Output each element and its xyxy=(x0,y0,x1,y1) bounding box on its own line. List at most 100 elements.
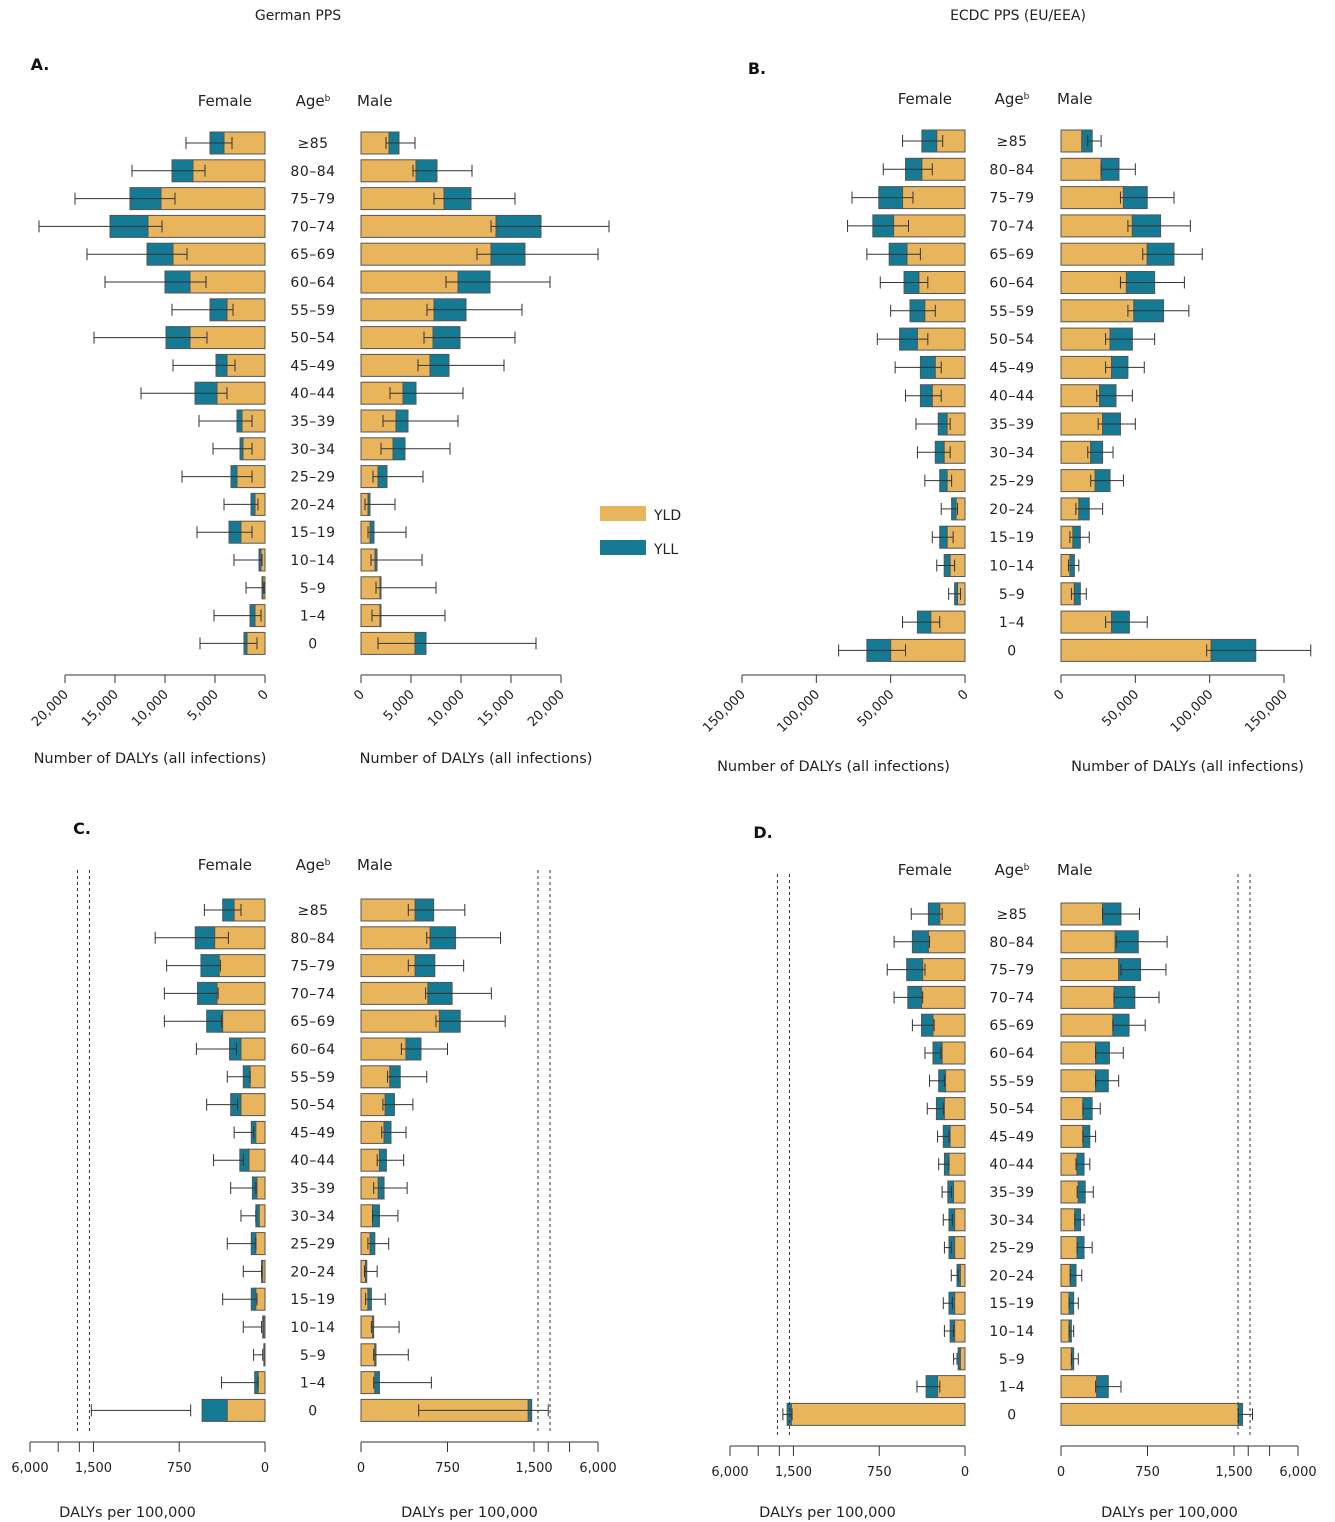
female-yld-bar xyxy=(262,1259,266,1283)
header-german-pps: German PPS xyxy=(255,8,341,24)
age-label: 75–79 xyxy=(290,959,335,975)
male-yld-bar xyxy=(360,1315,374,1339)
age-label: 65–69 xyxy=(989,247,1034,263)
age-label: 40–44 xyxy=(290,386,335,402)
col-age-text: Age xyxy=(296,92,325,110)
age-label: 65–69 xyxy=(290,1014,335,1030)
age-label: ≥85 xyxy=(996,134,1027,150)
female-yld-bar xyxy=(218,954,266,978)
col-female-label: Female xyxy=(898,90,952,108)
age-label: 75–79 xyxy=(989,191,1034,207)
col-female-label: Female xyxy=(898,861,952,879)
col-female-label: Female xyxy=(198,856,252,874)
male-yld-bar xyxy=(1060,299,1135,323)
age-label: 20–24 xyxy=(989,502,1034,518)
female-yld-bar xyxy=(948,1152,966,1176)
male-yld-bar xyxy=(1060,1347,1072,1371)
col-age-text: Age xyxy=(296,856,325,874)
male-yld-bar xyxy=(1060,985,1115,1009)
age-label: 10–14 xyxy=(989,559,1034,575)
panel-a: A. Female Ageb Male ≥85 80–84 75–79 70–74 65–69 6… xyxy=(29,55,610,767)
male-yld-bar xyxy=(1060,412,1104,436)
male-yld-bar xyxy=(1060,1180,1079,1204)
col-male-label: Male xyxy=(1057,90,1093,108)
age-label: 70–74 xyxy=(989,990,1034,1006)
female-yld-bar xyxy=(954,1291,966,1315)
age-label: 55–59 xyxy=(290,303,335,319)
male-yld-bar xyxy=(1060,1208,1076,1232)
male-yld-bar xyxy=(1060,469,1096,493)
col-female-label: Female xyxy=(198,92,252,110)
female-yld-bar xyxy=(941,1041,966,1065)
male-tick-label: 1,500 xyxy=(1215,1465,1252,1480)
male-yld-bar xyxy=(360,1093,386,1117)
age-label: 80–84 xyxy=(290,164,335,180)
col-age-label: Ageb xyxy=(296,92,331,110)
age-label: 20–24 xyxy=(290,1264,335,1280)
male-yld-bar xyxy=(1060,242,1148,266)
male-yld-bar xyxy=(1060,610,1113,634)
male-tick-label: 6,000 xyxy=(1279,1465,1316,1480)
female-x-axis-label: DALYs per 100,000 xyxy=(759,1505,896,1521)
female-yld-bar xyxy=(263,1315,266,1339)
age-label: 30–34 xyxy=(989,445,1034,461)
male-yld-bar xyxy=(1060,440,1092,464)
male-tick-label: 6,000 xyxy=(579,1461,616,1476)
male-tick-label: 15,000 xyxy=(475,687,518,730)
female-yld-bar xyxy=(255,1120,266,1144)
male-yld-bar xyxy=(1060,1291,1070,1315)
age-label: 1–4 xyxy=(300,609,326,625)
male-yld-bar xyxy=(360,270,459,294)
female-yld-bar xyxy=(939,902,966,926)
col-age-label: Ageb xyxy=(296,856,331,874)
age-label: 5–9 xyxy=(300,581,326,597)
male-yld-bar xyxy=(360,1037,407,1061)
age-label: 15–19 xyxy=(989,1296,1034,1312)
male-tick-label: 10,000 xyxy=(425,687,468,730)
female-tick-label: 20,000 xyxy=(29,687,72,730)
female-yld-bar xyxy=(922,958,966,982)
male-yld-bar xyxy=(1060,1236,1078,1260)
age-label: 35–39 xyxy=(290,414,335,430)
male-tick-label: 1,500 xyxy=(515,1461,552,1476)
age-label: 45–49 xyxy=(989,1129,1034,1145)
male-yld-bar xyxy=(360,981,429,1005)
male-tick-label: 100,000 xyxy=(1168,687,1217,736)
age-label: 15–19 xyxy=(290,1292,335,1308)
age-label: 10–14 xyxy=(290,553,335,569)
female-tick-label: 0 xyxy=(961,1465,969,1480)
age-label: 20–24 xyxy=(989,1268,1034,1284)
female-yll-bar xyxy=(255,1204,260,1228)
age-label: ≥85 xyxy=(297,903,328,919)
male-yld-bar xyxy=(1060,1013,1114,1037)
age-label: ≥85 xyxy=(996,907,1027,923)
male-yld-bar xyxy=(360,1009,440,1033)
panel-label: B. xyxy=(748,59,766,78)
female-tick-label: 1,500 xyxy=(75,1461,112,1476)
female-yld-bar xyxy=(249,1065,266,1089)
age-label: 40–44 xyxy=(989,389,1034,405)
male-yld-bar xyxy=(1060,384,1101,408)
female-tick-label: 6,000 xyxy=(711,1465,748,1480)
male-yld-bar xyxy=(1060,638,1212,662)
male-yld-bar xyxy=(360,1371,376,1395)
age-label: 45–49 xyxy=(989,360,1034,376)
age-label: 40–44 xyxy=(290,1153,335,1169)
female-yld-bar xyxy=(147,214,266,238)
female-yld-bar xyxy=(255,1232,266,1256)
male-tick-label: 5,000 xyxy=(381,687,418,724)
col-age-label: Ageb xyxy=(995,90,1030,108)
male-tick-label: 50,000 xyxy=(1099,687,1142,730)
panel-label: D. xyxy=(753,823,772,842)
male-tick-label: 150,000 xyxy=(1242,687,1291,736)
age-label: 55–59 xyxy=(989,304,1034,320)
male-yld-bar xyxy=(360,326,434,350)
age-label: 55–59 xyxy=(989,1074,1034,1090)
col-age-text: Age xyxy=(995,90,1024,108)
age-label: 70–74 xyxy=(290,219,335,235)
male-yld-bar xyxy=(360,187,445,211)
male-yld-bar xyxy=(360,298,435,322)
male-yld-bar xyxy=(360,131,390,155)
legend-yld-label: YLD xyxy=(653,508,681,524)
